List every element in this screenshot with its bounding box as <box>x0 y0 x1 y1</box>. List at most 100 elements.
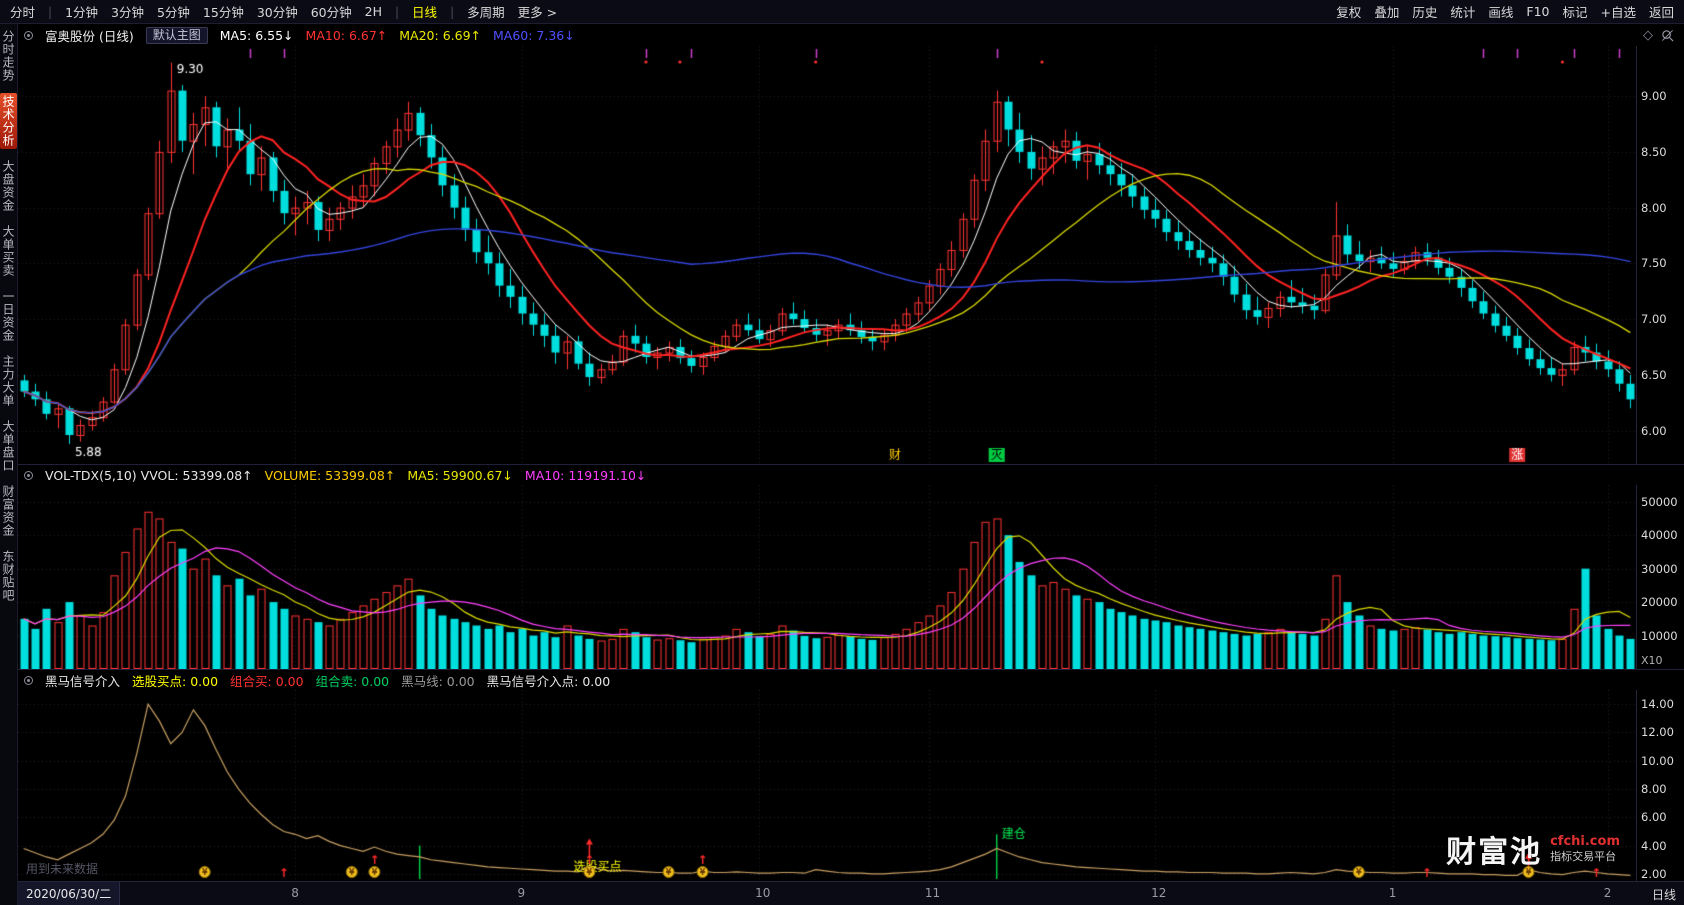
toolbar-item[interactable]: 30分钟 <box>256 5 298 20</box>
indicator-value-label: MA5: 59900.67↓ <box>407 467 513 483</box>
axis-tick-label: 8.00 <box>1641 782 1667 797</box>
indicator-value-label: 选股买点: 0.00 <box>132 673 219 689</box>
overlay-selector-label: 默认主图 <box>152 27 201 42</box>
toolbar-item[interactable]: 2H <box>364 4 382 19</box>
future-data-note: 用到未来数据 <box>26 862 99 876</box>
toolbar-divider: | <box>395 4 400 19</box>
toolbar-divider: | <box>450 4 455 19</box>
chart-content: 富奥股份 (日线) 默认主图 MA5: 6.55↓ MA10: 6.67↑ MA20… <box>18 24 1684 905</box>
toolbar-item[interactable]: 3分钟 <box>111 5 144 20</box>
ma-label: MA5: 6.55↓ <box>219 27 294 43</box>
indicator-value-label: 组合卖: 0.00 <box>315 673 390 689</box>
ma-label: MA60: 7.36↓ <box>493 27 575 43</box>
month-label: 8 <box>291 886 299 900</box>
watermark-site: cfchi.com <box>1550 834 1620 849</box>
watermark-text-column: cfchi.com 指标交易平台 <box>1550 834 1620 864</box>
indicator-collapse-icon[interactable] <box>24 675 33 685</box>
sidebar-item[interactable]: 一日资金 <box>1 290 15 342</box>
toolbar-divider: | <box>48 4 53 19</box>
month-label: 2 <box>1603 886 1612 900</box>
axis-tick-label: 8.50 <box>1641 144 1667 159</box>
indicator-value-label: VOLUME: 53399.08↑ <box>264 467 396 483</box>
period-label[interactable]: 日线 <box>1651 888 1676 902</box>
header-icons: ◇ <box>1643 28 1678 43</box>
volume-values-group: VOL-TDX(5,10) VVOL: 53399.08↑ VOLUME: 533… <box>45 468 646 483</box>
toolbar-item[interactable]: +自选 <box>1600 5 1636 20</box>
zoom-disabled-icon[interactable] <box>1661 29 1674 42</box>
axis-tick-label: 2.00 <box>1641 866 1667 881</box>
main-chart-canvas[interactable] <box>18 46 1636 464</box>
axis-tick-label: 10000 <box>1641 628 1678 643</box>
period-toolbar: 分时 | 1分钟 3分钟 5分钟 15分钟 30分钟 60分钟 2H | 日线 | 多周期 更多 > 复权… <box>0 0 1684 24</box>
indicator-header: 黑马信号介入 选股买点: 0.00 组合买: 0.00 组合卖: 0.00 黑马线: 0… <box>18 669 1684 690</box>
watermark-tagline: 指标交易平台 <box>1550 850 1617 864</box>
month-label: 9 <box>517 886 526 900</box>
sidebar-item[interactable]: 技术分析 <box>0 93 17 149</box>
toolbar-item[interactable]: 日线 <box>412 5 438 20</box>
axis-tick-label: 8.00 <box>1641 200 1667 215</box>
toolbar-item[interactable]: 15分钟 <box>202 5 244 20</box>
toolbar-item[interactable]: 复权 <box>1336 5 1362 20</box>
month-label: 12 <box>1151 886 1167 900</box>
axis-tick-label: 50000 <box>1641 494 1678 509</box>
axis-tick-label: 10.00 <box>1641 753 1674 768</box>
overlay-selector-dropdown[interactable]: 默认主图 <box>145 26 208 44</box>
sidebar-item[interactable]: 财富资金 <box>1 485 15 537</box>
indicator-value-label: 组合买: 0.00 <box>230 673 304 689</box>
ma-label: MA10: 6.67↑ <box>305 27 388 43</box>
toolbar-item[interactable]: 历史 <box>1412 5 1438 20</box>
toolbar-item[interactable]: 画线 <box>1488 5 1514 20</box>
toolbar-item[interactable]: 60分钟 <box>310 5 352 20</box>
axis-tick-label: 14.00 <box>1641 697 1674 712</box>
sidebar-item[interactable]: 分时走势 <box>1 30 15 82</box>
watermark-brand: 财富池 <box>1446 835 1543 870</box>
indicator-axis: 14.00 12.00 10.00 8.00 6.00 4.00 2.00 <box>1636 690 1684 881</box>
axis-tick-label: 4.00 <box>1641 838 1667 853</box>
toolbar-item[interactable]: 5分钟 <box>156 5 190 20</box>
month-label: 1 <box>1388 886 1397 900</box>
axis-tick-label: 6.00 <box>1641 423 1667 438</box>
diamond-icon[interactable]: ◇ <box>1643 27 1653 43</box>
axis-tick-label: 30000 <box>1641 561 1678 576</box>
toolbar-item[interactable]: 分时 <box>10 5 36 20</box>
axis-tick-label: 6.50 <box>1641 367 1667 382</box>
toolbar-item[interactable]: 叠加 <box>1374 5 1400 20</box>
indicator-value-label: MA10: 119191.10↓ <box>524 467 647 483</box>
indicator-value-label: VOL-TDX(5,10) VVOL: 53399.08↑ <box>45 467 253 483</box>
date-label: 2020/06/30/二 <box>18 882 121 905</box>
sidebar-item[interactable]: 大盘资金 <box>1 160 15 212</box>
left-sidebar: 分时走势技术分析大盘资金大单买卖一日资金主力大单大单盘口财富资金东财贴吧 <box>0 24 18 905</box>
axis-tick-label: 7.00 <box>1641 312 1667 327</box>
axis-tick-label: 9.00 <box>1641 89 1667 104</box>
watermark: 财富池 cfchi.com 指标交易平台 <box>1446 827 1620 871</box>
indicator-panel: 14.00 12.00 10.00 8.00 6.00 4.00 2.00 用到未来数据 财… <box>18 690 1684 881</box>
axis-tick-label: 6.00 <box>1641 810 1667 825</box>
toolbar-item[interactable]: 1分钟 <box>65 5 99 20</box>
indicator-value-label: 黑马信号介入点: 0.00 <box>486 673 611 689</box>
sidebar-item[interactable]: 大单盘口 <box>1 420 15 472</box>
volume-panel: 50000 40000 30000 20000 10000 X10 <box>18 485 1684 669</box>
indicator-chart-canvas[interactable] <box>18 690 1636 881</box>
sidebar-item[interactable]: 东财贴吧 <box>1 550 15 602</box>
toolbar-item[interactable]: 标记 <box>1562 5 1588 20</box>
toolbar-item[interactable]: 返回 <box>1648 5 1674 20</box>
toolbar-item[interactable]: F10 <box>1526 4 1550 19</box>
toolbar-item[interactable]: 多周期 <box>467 5 505 20</box>
main-chart-panel: 9.00 8.50 8.00 7.50 7.00 6.50 6.00 <box>18 46 1684 464</box>
app-body: 分时走势 技术分析 大盘资金 大单买卖 一日资金 主力大单 大单盘口 财富资金 东财贴吧 富奥股… <box>0 24 1684 905</box>
axis-tick-label: 7.50 <box>1641 256 1667 271</box>
toolbar-item[interactable]: 统计 <box>1450 5 1476 20</box>
time-axis: 2020/06/30/二 日线 8 9 10 11 12 1 2 <box>18 881 1684 905</box>
volume-chart-canvas[interactable] <box>18 485 1636 669</box>
toolbar-right-group: 复权 叠加 历史 统计 画线 F10 标记 +自选 返回 <box>1336 2 1674 21</box>
sidebar-item[interactable]: 主力大单 <box>1 355 15 407</box>
toolbar-left-group: 分时 | 1分钟 3分钟 5分钟 15分钟 30分钟 60分钟 2H | 日线 | 多周期 更多 > <box>10 2 557 21</box>
month-label: 11 <box>924 886 941 900</box>
volume-collapse-icon[interactable] <box>24 470 33 480</box>
sidebar-item[interactable]: 大单买卖 <box>1 225 15 277</box>
month-label: 10 <box>755 886 771 900</box>
main-price-axis: 9.00 8.50 8.00 7.50 7.00 6.50 6.00 <box>1636 46 1684 464</box>
toolbar-item[interactable]: 更多 > <box>517 5 558 20</box>
axis-tick-label: 20000 <box>1641 595 1678 610</box>
